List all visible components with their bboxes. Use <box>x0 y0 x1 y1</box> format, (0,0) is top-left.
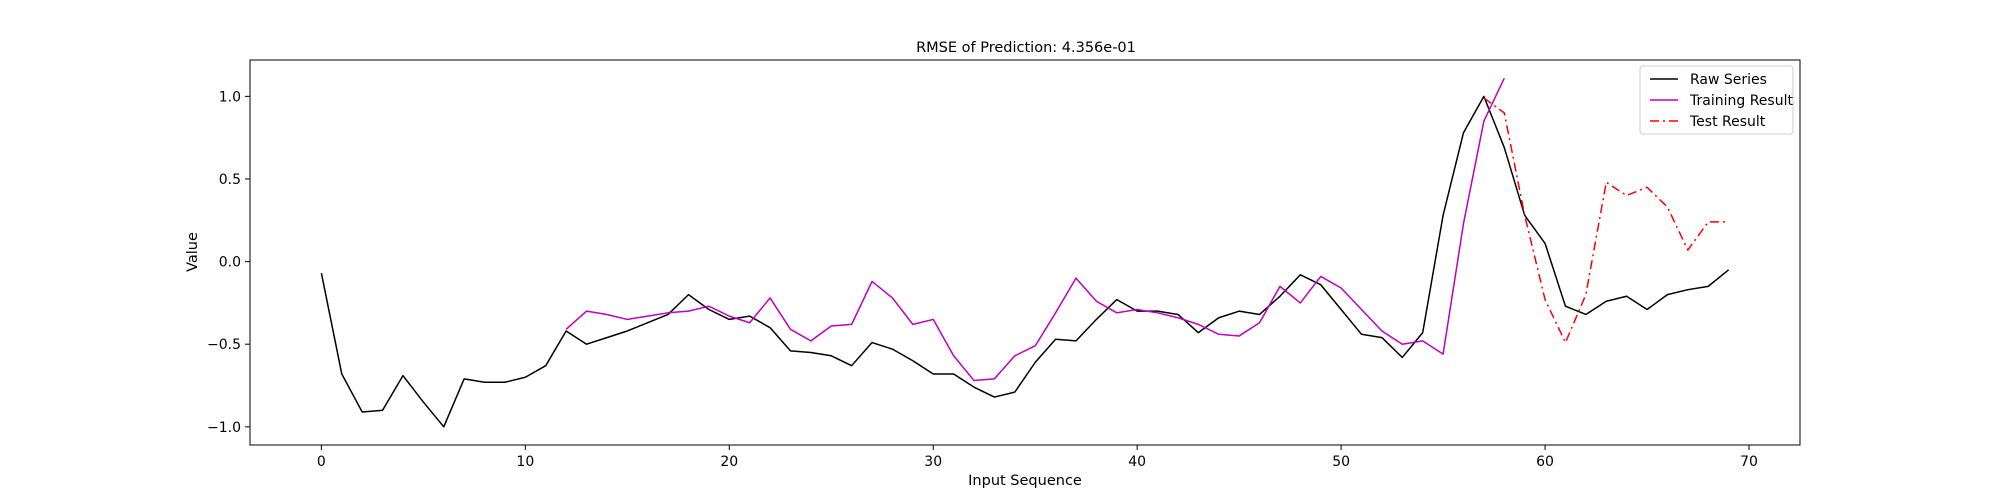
y-tick-label: −1.0 <box>207 420 241 436</box>
legend-label-training-result: Training Result <box>1689 93 1793 109</box>
legend-items: Raw Series Training Result Test Result <box>1650 72 1793 130</box>
legend-label-test-result: Test Result <box>1689 114 1766 130</box>
x-tick-label: 40 <box>1128 454 1146 470</box>
y-axis: −1.0 −0.5 0.0 0.5 1.0 <box>207 89 250 436</box>
chart-title: RMSE of Prediction: 4.356e-01 <box>916 40 1136 56</box>
series-line-test-result <box>1483 97 1729 344</box>
legend-label-raw-series: Raw Series <box>1690 72 1767 88</box>
x-axis-label: Input Sequence <box>968 473 1082 489</box>
plot-area <box>249 59 1801 446</box>
y-tick-label: −0.5 <box>207 337 241 353</box>
legend-box <box>1639 65 1794 135</box>
x-tick-label: 60 <box>1536 454 1554 470</box>
x-tick-label: 20 <box>720 454 738 470</box>
x-tick-label: 30 <box>924 454 942 470</box>
x-tick-label: 50 <box>1332 454 1350 470</box>
y-tick-label: 0.0 <box>219 255 241 271</box>
y-tick-label: 0.5 <box>219 172 241 188</box>
x-tick-label: 70 <box>1740 454 1758 470</box>
x-axis: 0 10 20 30 40 50 60 70 <box>317 445 1758 470</box>
series-line-training-result <box>565 77 1505 382</box>
y-tick-label: 1.0 <box>219 89 241 105</box>
y-axis-label: Value <box>185 232 201 272</box>
series-layer <box>320 77 1730 428</box>
x-tick-label: 0 <box>317 454 326 470</box>
x-tick-label: 10 <box>516 454 534 470</box>
legend: Raw Series Training Result Test Result <box>1639 65 1794 135</box>
series-line-raw-series <box>320 95 1730 428</box>
